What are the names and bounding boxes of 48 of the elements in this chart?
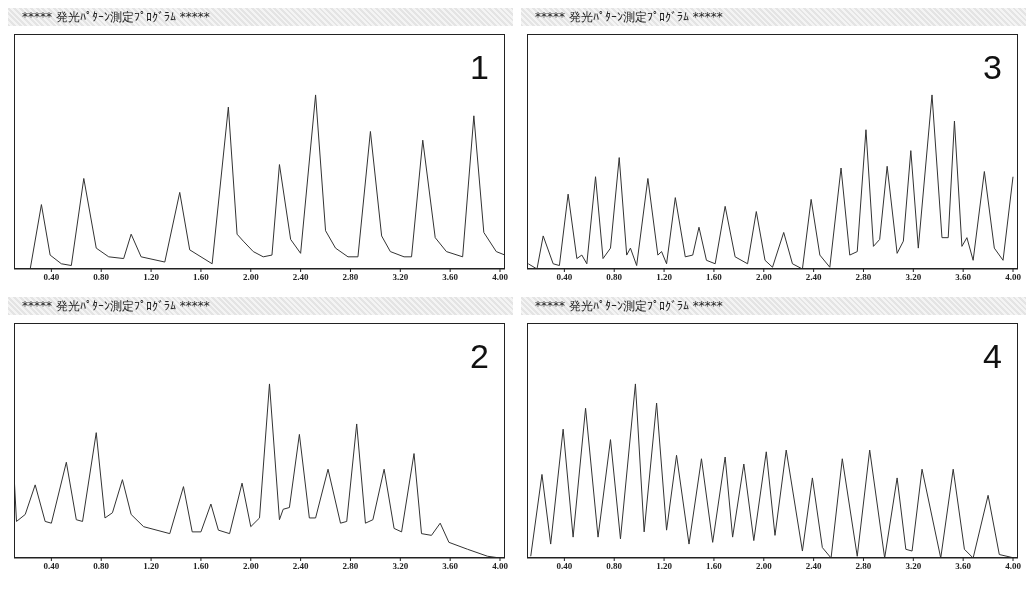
x-tick-label: 1.20 [143, 272, 160, 283]
x-tick-label: 1.20 [656, 272, 673, 283]
x-tick-label: 3.20 [392, 272, 409, 283]
x-tick-label: 2.40 [292, 561, 309, 572]
x-tick-label: 0.40 [43, 561, 60, 572]
x-tick-label: 3.20 [392, 561, 409, 572]
x-tick-label: 2.00 [242, 561, 260, 572]
x-tick-label: 0.40 [556, 272, 573, 283]
chart-title: ***** 発光ﾊﾟﾀｰﾝ測定ﾌﾟﾛｸﾞﾗﾑ ***** [521, 297, 1026, 315]
x-tick-label: 1.20 [143, 561, 160, 572]
text: 4 [983, 337, 1002, 375]
x-tick-label: 3.20 [905, 561, 922, 572]
x-tick-label: 0.80 [93, 272, 110, 283]
x-tick-label: 2.40 [805, 272, 822, 283]
x-tick-label: 3.20 [905, 272, 922, 283]
x-tick-label: 2.80 [855, 272, 872, 283]
x-tick-label: 2.80 [342, 272, 359, 283]
x-tick-label: 4.00 [1005, 272, 1022, 283]
x-tick-label: 3.60 [955, 561, 972, 572]
x-tick-label: 3.60 [442, 272, 459, 283]
x-tick-label: 2.00 [755, 272, 773, 283]
chart-title: ***** 発光ﾊﾟﾀｰﾝ測定ﾌﾟﾛｸﾞﾗﾑ ***** [8, 8, 513, 26]
x-tick-label: 2.40 [805, 561, 822, 572]
text: 1 [470, 48, 489, 86]
x-tick-label: 1.60 [706, 561, 723, 572]
x-tick-label: 1.20 [656, 561, 673, 572]
x-tick-label: 4.00 [1005, 561, 1022, 572]
x-tick-label: 1.60 [193, 561, 210, 572]
chart-title: ***** 発光ﾊﾟﾀｰﾝ測定ﾌﾟﾛｸﾞﾗﾑ ***** [8, 297, 513, 315]
x-tick-label: 0.80 [93, 561, 110, 572]
x-tick-label: 4.00 [492, 561, 509, 572]
x-tick-label: 3.60 [955, 272, 972, 283]
x-tick-label: 4.00 [492, 272, 509, 283]
x-tick-label: 2.80 [855, 561, 872, 572]
x-tick-label: 2.80 [342, 561, 359, 572]
chart-title: ***** 発光ﾊﾟﾀｰﾝ測定ﾌﾟﾛｸﾞﾗﾑ ***** [521, 8, 1026, 26]
x-tick-label: 1.60 [193, 272, 210, 283]
x-tick-label: 2.40 [292, 272, 309, 283]
x-tick-label: 3.60 [442, 561, 459, 572]
text: 2 [470, 337, 489, 375]
x-tick-label: 1.60 [706, 272, 723, 283]
x-tick-label: 0.80 [606, 272, 623, 283]
x-tick-label: 2.00 [755, 561, 773, 572]
x-tick-label: 0.40 [43, 272, 60, 283]
x-tick-label: 0.80 [606, 561, 623, 572]
x-tick-label: 0.40 [556, 561, 573, 572]
text: 3 [983, 48, 1002, 86]
x-tick-label: 2.00 [242, 272, 260, 283]
